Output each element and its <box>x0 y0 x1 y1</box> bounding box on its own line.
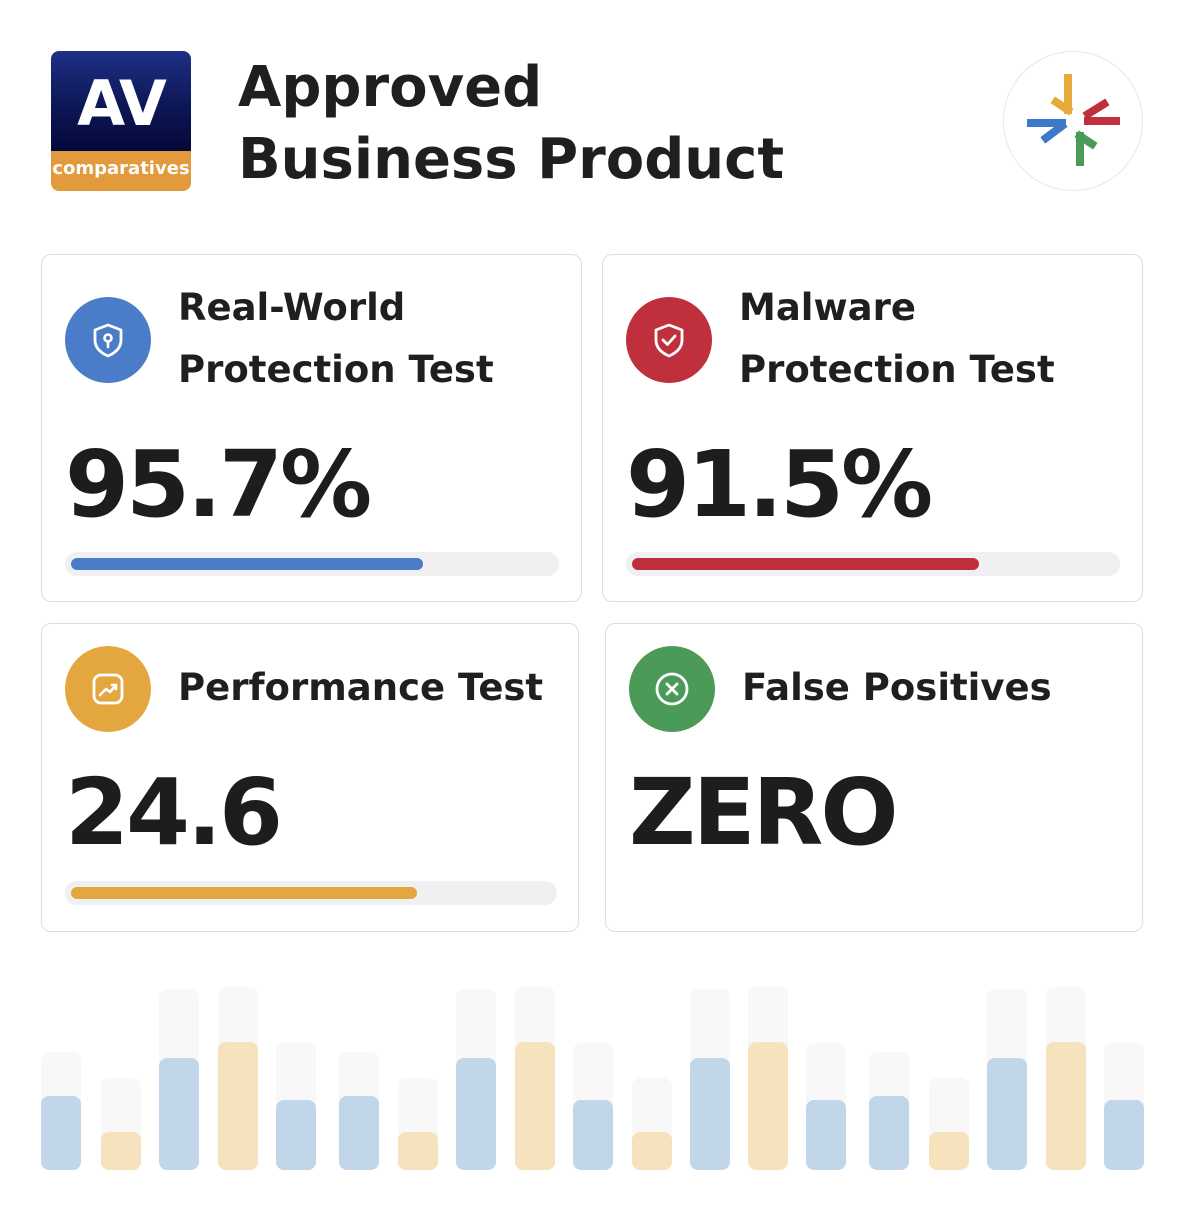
decorative-bar <box>1046 1042 1086 1170</box>
card-value: ZERO <box>629 759 899 866</box>
shield-keyhole-icon <box>65 297 151 383</box>
decorative-bar <box>748 1042 788 1170</box>
decorative-bar <box>690 1058 730 1170</box>
decorative-bar <box>515 1042 555 1170</box>
decorative-bars <box>41 987 1144 1170</box>
decorative-bar <box>987 1058 1027 1170</box>
decorative-bar <box>573 1100 613 1170</box>
decorative-bar <box>218 1042 258 1170</box>
malware-protection-card: Malware Protection Test 91.5% <box>602 254 1143 602</box>
progress-fill <box>71 558 423 570</box>
card-value: 91.5% <box>626 431 933 538</box>
decorative-bar <box>339 1096 379 1170</box>
false-positives-card: False Positives ZERO <box>605 623 1143 932</box>
progress-track <box>65 552 559 576</box>
arrows-convergence-icon <box>1027 74 1120 166</box>
card-value: 24.6 <box>65 759 283 866</box>
logo-bottom-text: comparatives <box>51 151 191 191</box>
decorative-bar <box>806 1100 846 1170</box>
x-circle-icon <box>629 646 715 732</box>
decorative-bar <box>41 1096 81 1170</box>
decorative-bar <box>632 1132 672 1170</box>
card-title: Real-World Protection Test <box>178 286 494 391</box>
progress-track <box>626 552 1120 576</box>
card-title: Malware Protection Test <box>739 286 1055 391</box>
brand-mark <box>1003 51 1143 191</box>
logo-top-text: AV <box>51 51 191 151</box>
trend-chart-icon <box>65 646 151 732</box>
decorative-bar <box>398 1132 438 1170</box>
progress-fill <box>71 887 417 899</box>
decorative-bar <box>1104 1100 1144 1170</box>
decorative-bar <box>276 1100 316 1170</box>
progress-track <box>65 881 557 905</box>
decorative-bar <box>869 1096 909 1170</box>
av-comparatives-logo: AV comparatives <box>51 51 191 191</box>
card-title: Performance Test <box>178 666 544 709</box>
progress-fill <box>632 558 979 570</box>
decorative-bar <box>929 1132 969 1170</box>
card-value: 95.7% <box>65 431 372 538</box>
shield-check-icon <box>626 297 712 383</box>
performance-test-card: Performance Test 24.6 <box>41 623 579 932</box>
real-world-protection-card: Real-World Protection Test 95.7% <box>41 254 582 602</box>
decorative-bar <box>159 1058 199 1170</box>
page-title: Approved Business Product <box>238 55 785 192</box>
decorative-bar <box>456 1058 496 1170</box>
card-title: False Positives <box>742 666 1052 709</box>
decorative-bar <box>101 1132 141 1170</box>
